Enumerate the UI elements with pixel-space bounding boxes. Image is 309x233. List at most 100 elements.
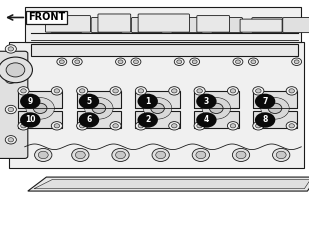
Circle shape <box>192 60 197 64</box>
Circle shape <box>38 151 48 159</box>
Circle shape <box>5 45 16 53</box>
Circle shape <box>255 112 275 128</box>
FancyBboxPatch shape <box>9 42 304 168</box>
Circle shape <box>72 58 82 65</box>
Circle shape <box>261 98 289 119</box>
Circle shape <box>113 89 118 93</box>
Circle shape <box>54 124 60 128</box>
Circle shape <box>116 58 125 65</box>
Circle shape <box>232 148 250 161</box>
Text: 6: 6 <box>87 116 91 124</box>
Circle shape <box>133 60 138 64</box>
Circle shape <box>118 60 123 64</box>
Circle shape <box>20 112 40 128</box>
Circle shape <box>196 94 217 109</box>
FancyBboxPatch shape <box>197 16 230 32</box>
Circle shape <box>169 122 180 130</box>
FancyBboxPatch shape <box>77 91 121 108</box>
FancyBboxPatch shape <box>194 91 239 108</box>
Circle shape <box>131 58 141 65</box>
Circle shape <box>51 87 62 95</box>
Circle shape <box>135 122 146 130</box>
Polygon shape <box>28 177 309 191</box>
Circle shape <box>110 122 121 130</box>
Circle shape <box>21 124 26 128</box>
Circle shape <box>85 98 113 119</box>
Circle shape <box>113 124 118 128</box>
Circle shape <box>33 103 47 113</box>
FancyBboxPatch shape <box>171 17 202 33</box>
FancyBboxPatch shape <box>135 111 180 128</box>
Circle shape <box>194 122 205 130</box>
Circle shape <box>273 148 290 161</box>
FancyBboxPatch shape <box>253 111 297 128</box>
Circle shape <box>227 87 239 95</box>
Circle shape <box>156 151 166 159</box>
Circle shape <box>171 124 177 128</box>
FancyBboxPatch shape <box>31 44 298 56</box>
Circle shape <box>18 122 29 130</box>
Circle shape <box>135 87 146 95</box>
Circle shape <box>79 124 85 128</box>
Text: 2: 2 <box>145 116 150 124</box>
FancyBboxPatch shape <box>18 111 62 128</box>
Circle shape <box>210 103 223 113</box>
Circle shape <box>286 87 297 95</box>
FancyBboxPatch shape <box>45 16 91 32</box>
Text: 1: 1 <box>145 97 150 106</box>
Text: FRONT: FRONT <box>28 13 65 22</box>
FancyBboxPatch shape <box>135 91 180 108</box>
Circle shape <box>144 98 171 119</box>
Circle shape <box>256 124 261 128</box>
Circle shape <box>255 94 275 109</box>
Circle shape <box>54 89 60 93</box>
Circle shape <box>253 122 264 130</box>
Circle shape <box>72 148 89 161</box>
Circle shape <box>79 94 99 109</box>
Circle shape <box>227 122 239 130</box>
Text: 8: 8 <box>262 116 268 124</box>
Circle shape <box>253 87 264 95</box>
Circle shape <box>59 60 64 64</box>
Circle shape <box>294 60 299 64</box>
Circle shape <box>235 60 240 64</box>
Circle shape <box>256 89 261 93</box>
Circle shape <box>169 87 180 95</box>
Circle shape <box>192 148 210 161</box>
Circle shape <box>268 103 282 113</box>
Text: 4: 4 <box>204 116 209 124</box>
Circle shape <box>21 89 26 93</box>
FancyBboxPatch shape <box>18 91 62 108</box>
Circle shape <box>77 87 88 95</box>
Circle shape <box>8 107 14 112</box>
Circle shape <box>289 89 294 93</box>
Circle shape <box>35 148 52 161</box>
Circle shape <box>79 112 99 128</box>
Circle shape <box>75 151 85 159</box>
FancyBboxPatch shape <box>77 111 121 128</box>
Text: 5: 5 <box>87 97 91 106</box>
FancyBboxPatch shape <box>91 17 122 33</box>
Circle shape <box>138 112 158 128</box>
FancyBboxPatch shape <box>194 111 239 128</box>
FancyBboxPatch shape <box>212 17 243 33</box>
Circle shape <box>202 98 230 119</box>
Circle shape <box>20 94 40 109</box>
FancyBboxPatch shape <box>283 17 309 33</box>
Circle shape <box>177 60 182 64</box>
Circle shape <box>51 122 62 130</box>
Circle shape <box>5 136 16 144</box>
Circle shape <box>171 89 177 93</box>
Circle shape <box>230 89 236 93</box>
Circle shape <box>289 124 294 128</box>
FancyBboxPatch shape <box>253 91 297 108</box>
Circle shape <box>174 58 184 65</box>
Circle shape <box>196 151 206 159</box>
Circle shape <box>5 105 16 114</box>
Text: 7: 7 <box>262 97 268 106</box>
FancyBboxPatch shape <box>51 17 82 33</box>
FancyBboxPatch shape <box>25 7 301 42</box>
Circle shape <box>8 47 14 51</box>
FancyBboxPatch shape <box>240 19 282 32</box>
Circle shape <box>75 60 80 64</box>
